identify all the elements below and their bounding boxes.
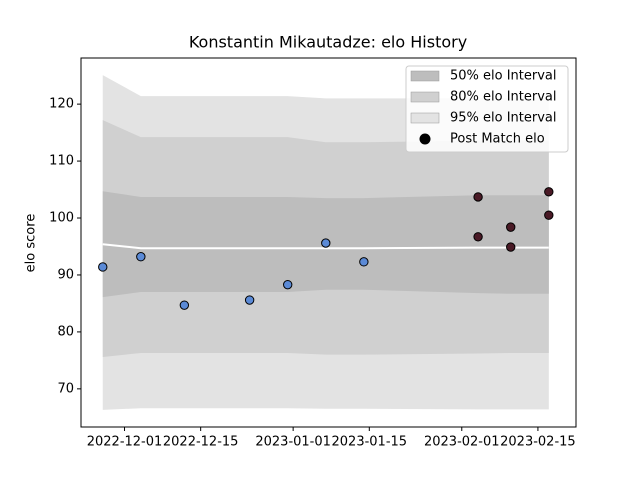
x-tick-label: 2023-02-01 <box>424 435 500 450</box>
legend-label: 95% elo Interval <box>450 111 557 126</box>
x-tick-label: 2022-12-15 <box>163 435 239 450</box>
legend-label: Post Match elo <box>450 132 545 147</box>
legend-box <box>405 65 569 153</box>
y-tick-label: 110 <box>49 154 74 169</box>
y-tick-label: 70 <box>57 381 74 396</box>
axes-frame <box>80 57 577 428</box>
legend-marker <box>419 133 431 145</box>
data-point <box>473 232 483 242</box>
data-point <box>506 222 516 232</box>
y-tick-label: 80 <box>57 324 74 339</box>
y-tick-label: 90 <box>57 267 74 282</box>
x-tick-label: 2023-01-01 <box>255 435 331 450</box>
data-point <box>179 300 190 310</box>
chart-title: Konstantin Mikautadze: elo History <box>189 33 467 52</box>
data-point <box>98 262 108 272</box>
data-point <box>321 238 331 248</box>
data-point <box>506 242 516 252</box>
data-point <box>359 257 369 267</box>
mean-line <box>102 243 549 250</box>
y-tick-label: 100 <box>49 211 74 226</box>
legend-label: 80% elo Interval <box>450 90 557 105</box>
data-point <box>136 252 146 262</box>
legend-swatch <box>410 91 440 103</box>
legend-swatch <box>410 70 440 82</box>
x-tick-label: 2022-12-01 <box>87 435 163 450</box>
data-point <box>244 295 255 305</box>
x-tick-label: 2023-02-15 <box>500 435 576 450</box>
data-point <box>283 279 293 290</box>
data-point <box>544 210 554 220</box>
data-point <box>544 187 554 197</box>
y-tick-label: 120 <box>49 97 74 112</box>
x-tick-label: 2023-01-15 <box>332 435 408 450</box>
legend-label: 50% elo Interval <box>450 69 557 84</box>
data-point <box>473 192 483 202</box>
y-axis-label: elo score <box>24 214 39 273</box>
legend-swatch <box>410 112 440 124</box>
